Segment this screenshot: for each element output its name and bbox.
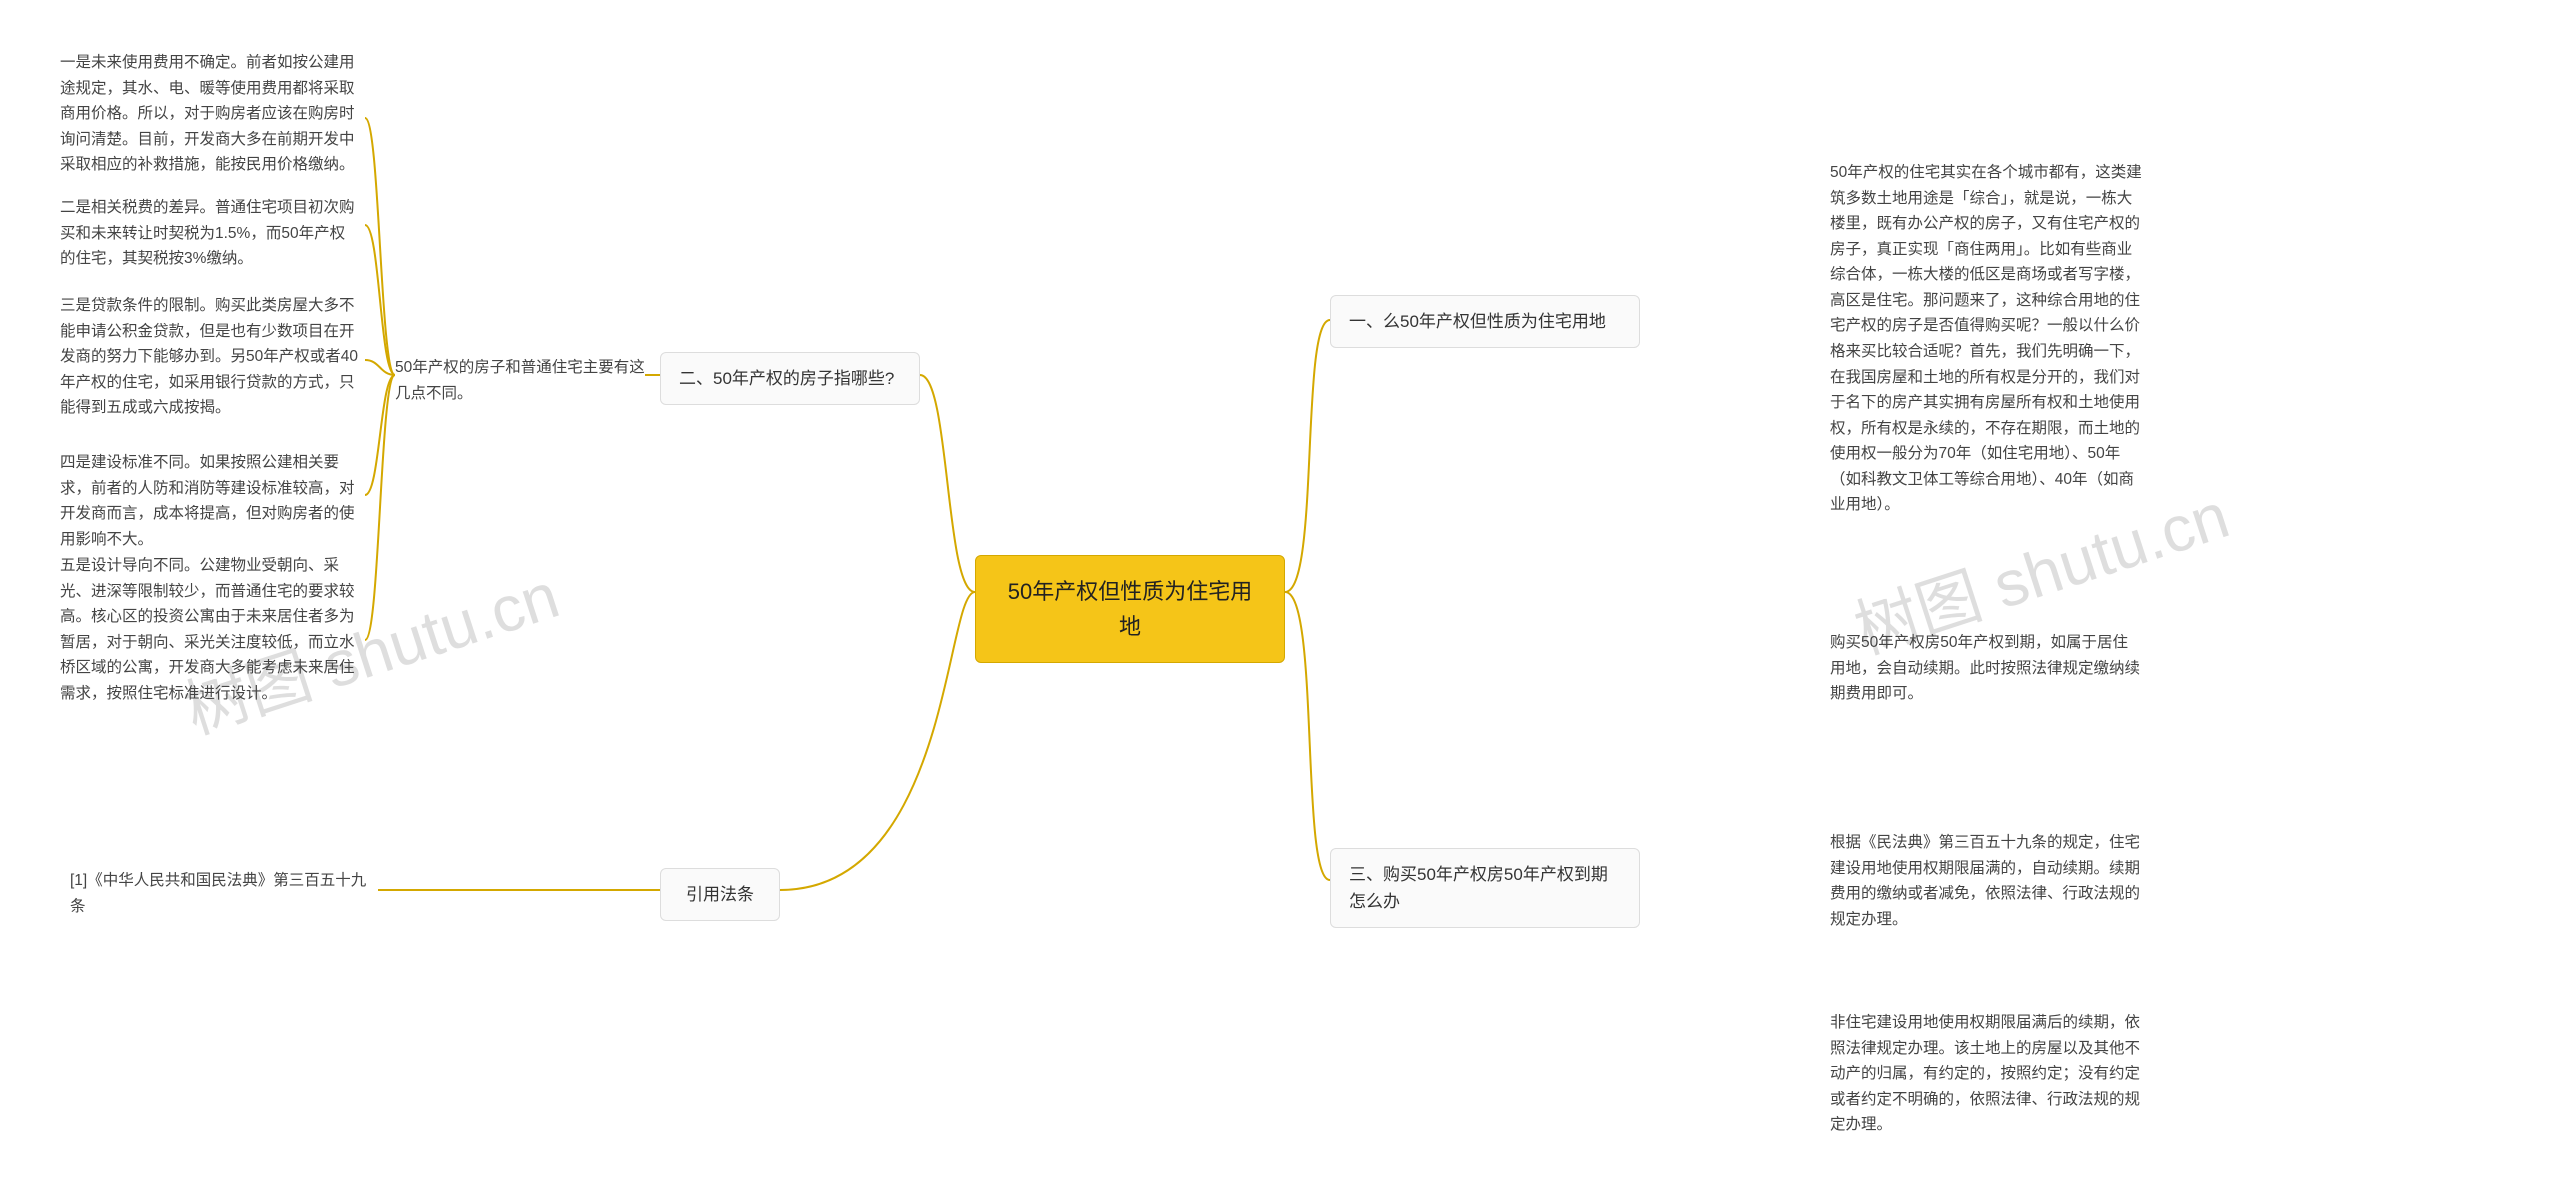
branch-right-1-label: 一、么50年产权但性质为住宅用地: [1349, 312, 1606, 331]
branch-left-ref[interactable]: 引用法条: [660, 868, 780, 921]
branch-right-3[interactable]: 三、购买50年产权房50年产权到期怎么办: [1330, 848, 1640, 928]
branch-right-1[interactable]: 一、么50年产权但性质为住宅用地: [1330, 295, 1640, 348]
leaf-left-2-2: 三是贷款条件的限制。购买此类房屋大多不能申请公积金贷款，但是也有少数项目在开发商…: [60, 293, 360, 421]
leaf-left-2-3: 四是建设标准不同。如果按照公建相关要求，前者的人防和消防等建设标准较高，对开发商…: [60, 450, 360, 552]
root-node[interactable]: 50年产权但性质为住宅用地: [975, 555, 1285, 663]
leaf-left-2-4: 五是设计导向不同。公建物业受朝向、采光、进深等限制较少，而普通住宅的要求较高。核…: [60, 553, 360, 706]
leaf-right-3-0: 购买50年产权房50年产权到期，如属于居住用地，会自动续期。此时按照法律规定缴纳…: [1830, 630, 2140, 707]
leaf-left-ref-0: [1]《中华人民共和国民法典》第三百五十九条: [70, 868, 370, 919]
root-label: 50年产权但性质为住宅用地: [1008, 579, 1252, 639]
branch-left-2[interactable]: 二、50年产权的房子指哪些?: [660, 352, 920, 405]
leaf-right-1-0: 50年产权的住宅其实在各个城市都有，这类建筑多数土地用途是「综合」，就是说，一栋…: [1830, 160, 2145, 518]
sub-left-2-node: 50年产权的房子和普通住宅主要有这几点不同。: [395, 355, 645, 406]
branch-right-3-label: 三、购买50年产权房50年产权到期怎么办: [1349, 865, 1608, 911]
branch-left-ref-label: 引用法条: [686, 885, 754, 904]
leaf-right-3-1: 根据《民法典》第三百五十九条的规定，住宅建设用地使用权期限届满的，自动续期。续期…: [1830, 830, 2140, 932]
leaf-left-2-1: 二是相关税费的差异。普通住宅项目初次购买和未来转让时契税为1.5%，而50年产权…: [60, 195, 360, 272]
leaf-right-3-2: 非住宅建设用地使用权期限届满后的续期，依照法律规定办理。该土地上的房屋以及其他不…: [1830, 1010, 2140, 1138]
leaf-left-2-0: 一是未来使用费用不确定。前者如按公建用途规定，其水、电、暖等使用费用都将采取商用…: [60, 50, 360, 178]
branch-left-2-label: 二、50年产权的房子指哪些?: [679, 369, 894, 388]
